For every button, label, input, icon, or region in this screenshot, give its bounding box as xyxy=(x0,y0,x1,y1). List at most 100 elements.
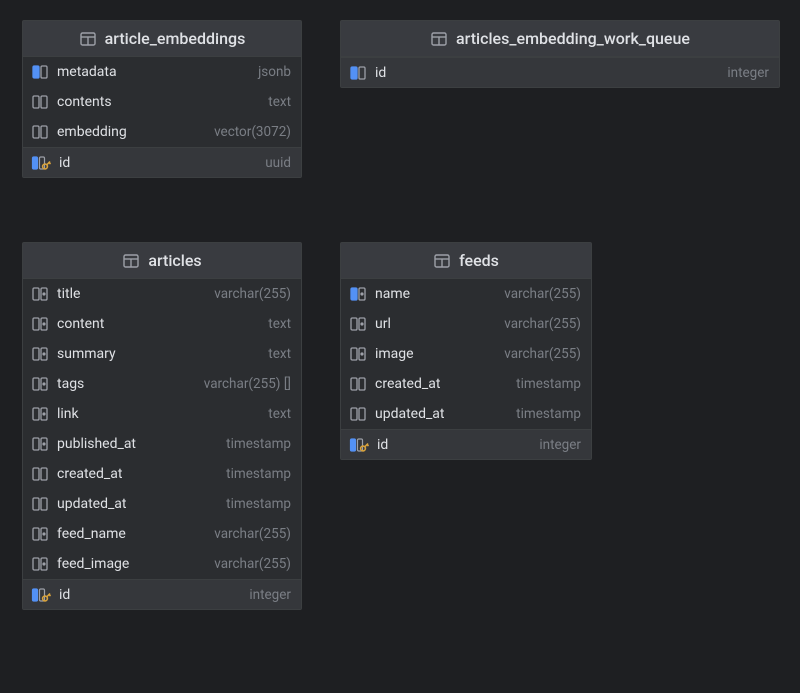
column-type: varchar(255) xyxy=(214,556,291,572)
table-icon xyxy=(122,252,140,270)
key-row[interactable]: id uuid xyxy=(23,147,301,177)
key-row[interactable]: id integer xyxy=(23,579,301,609)
table-icon xyxy=(433,252,451,270)
table-header[interactable]: article_embeddings xyxy=(23,21,301,57)
column-row[interactable]: summary text xyxy=(23,339,301,369)
column-name: name xyxy=(375,286,410,302)
column-type: integer xyxy=(539,437,581,453)
key-icon xyxy=(31,154,51,172)
column-name: url xyxy=(375,316,391,332)
column-type: text xyxy=(268,406,291,422)
column-type: varchar(255) xyxy=(504,286,581,302)
column-name: feed_name xyxy=(57,526,126,542)
column-name: image xyxy=(375,346,414,362)
column-name: id xyxy=(59,155,70,171)
column-type: varchar(255) xyxy=(504,346,581,362)
column-name: tags xyxy=(57,376,84,392)
column-name: updated_at xyxy=(57,496,127,512)
column-name: id xyxy=(377,437,388,453)
key-row[interactable]: id integer xyxy=(341,429,591,459)
column-row[interactable]: metadata jsonb xyxy=(23,57,301,87)
column-icon xyxy=(31,495,49,513)
column-row[interactable]: content text xyxy=(23,309,301,339)
column-row[interactable]: created_at timestamp xyxy=(341,369,591,399)
key-icon xyxy=(31,586,51,604)
column-row[interactable]: image varchar(255) xyxy=(341,339,591,369)
column-icon xyxy=(31,435,49,453)
column-row[interactable]: feed_name varchar(255) xyxy=(23,519,301,549)
column-name: updated_at xyxy=(375,406,445,422)
table-title: article_embeddings xyxy=(105,29,246,48)
column-type: uuid xyxy=(265,155,291,171)
key-icon xyxy=(349,64,367,82)
column-type: timestamp xyxy=(226,436,291,452)
column-row[interactable]: created_at timestamp xyxy=(23,459,301,489)
column-row[interactable]: updated_at timestamp xyxy=(341,399,591,429)
column-name: created_at xyxy=(375,376,440,392)
table-article_embeddings[interactable]: article_embeddings metadata jsonb conten… xyxy=(22,20,302,178)
column-row[interactable]: feed_image varchar(255) xyxy=(23,549,301,579)
column-name: title xyxy=(57,286,80,302)
column-name: metadata xyxy=(57,64,117,80)
column-row[interactable]: name varchar(255) xyxy=(341,279,591,309)
table-icon xyxy=(430,30,448,48)
column-icon xyxy=(31,345,49,363)
column-type: integer xyxy=(249,587,291,603)
column-row[interactable]: embedding vector(3072) xyxy=(23,117,301,147)
column-type: text xyxy=(268,346,291,362)
column-icon xyxy=(349,285,367,303)
column-type: integer xyxy=(727,65,769,81)
column-icon xyxy=(31,63,49,81)
column-icon xyxy=(31,405,49,423)
column-icon xyxy=(31,315,49,333)
table-feeds[interactable]: feeds name varchar(255) url varchar(255)… xyxy=(340,242,592,460)
column-icon xyxy=(31,465,49,483)
column-row[interactable]: title varchar(255) xyxy=(23,279,301,309)
column-row[interactable]: tags varchar(255) [] xyxy=(23,369,301,399)
column-type: vector(3072) xyxy=(214,124,291,140)
key-row[interactable]: id integer xyxy=(341,57,779,87)
column-type: timestamp xyxy=(516,406,581,422)
column-type: jsonb xyxy=(258,64,291,80)
table-title: feeds xyxy=(459,251,499,270)
column-type: varchar(255) xyxy=(214,526,291,542)
column-icon xyxy=(31,555,49,573)
column-icon xyxy=(349,315,367,333)
column-name: published_at xyxy=(57,436,136,452)
column-type: varchar(255) xyxy=(504,316,581,332)
column-name: content xyxy=(57,316,104,332)
column-name: summary xyxy=(57,346,116,362)
column-type: timestamp xyxy=(516,376,581,392)
column-row[interactable]: published_at timestamp xyxy=(23,429,301,459)
table-articles_embedding_work_queue[interactable]: articles_embedding_work_queue id integer xyxy=(340,20,780,88)
table-header[interactable]: articles xyxy=(23,243,301,279)
column-type: timestamp xyxy=(226,466,291,482)
key-icon xyxy=(349,436,369,454)
column-name: created_at xyxy=(57,466,122,482)
column-icon xyxy=(31,285,49,303)
column-icon xyxy=(31,375,49,393)
column-icon xyxy=(349,405,367,423)
table-header[interactable]: articles_embedding_work_queue xyxy=(341,21,779,57)
column-row[interactable]: link text xyxy=(23,399,301,429)
column-row[interactable]: contents text xyxy=(23,87,301,117)
column-type: text xyxy=(268,94,291,110)
table-icon xyxy=(79,30,97,48)
table-header[interactable]: feeds xyxy=(341,243,591,279)
column-name: link xyxy=(57,406,79,422)
table-title: articles xyxy=(148,251,201,270)
column-type: text xyxy=(268,316,291,332)
table-articles[interactable]: articles title varchar(255) content text… xyxy=(22,242,302,610)
column-name: embedding xyxy=(57,124,127,140)
column-type: varchar(255) xyxy=(214,286,291,302)
column-name: id xyxy=(375,65,386,81)
column-icon xyxy=(349,375,367,393)
column-icon xyxy=(31,525,49,543)
column-row[interactable]: updated_at timestamp xyxy=(23,489,301,519)
column-type: timestamp xyxy=(226,496,291,512)
column-icon xyxy=(31,93,49,111)
column-icon xyxy=(31,123,49,141)
column-name: contents xyxy=(57,94,112,110)
column-row[interactable]: url varchar(255) xyxy=(341,309,591,339)
column-type: varchar(255) [] xyxy=(204,376,291,392)
